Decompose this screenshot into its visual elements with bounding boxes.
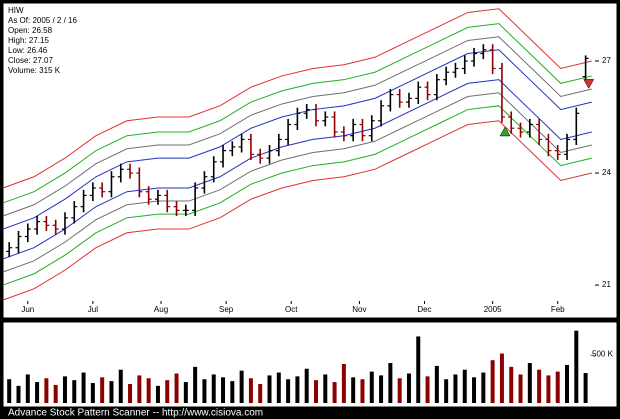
volume-bar [499,353,504,403]
volume-bar [128,383,133,403]
volume-bar [369,371,374,403]
band-line [2,92,592,273]
price-panel [2,2,618,319]
volume-bar [174,373,179,403]
info-line: High: 27.15 [8,36,49,45]
volume-bar [248,378,253,403]
volume-bar [406,373,411,403]
volume-bar [146,378,151,403]
volume-bar [453,374,458,403]
band-line [2,8,592,189]
volume-bar [341,364,346,403]
signal-marker [583,79,595,89]
volume-bar [286,379,291,403]
volume-bar [25,374,30,403]
volume-bar [16,385,21,403]
volume-bar [230,381,235,403]
band-line [2,23,592,204]
x-tick-label: Feb [551,305,565,314]
volume-bar [183,382,188,403]
volume-bar [202,379,207,403]
signal-marker [499,126,511,137]
volume-bar [155,385,160,403]
info-line: Open: 26.58 [8,26,53,35]
volume-bar [332,382,337,403]
volume-bar [211,374,216,403]
x-tick-label: Jul [88,305,98,314]
volume-bar [425,376,430,403]
info-line: Close: 27.07 [8,56,53,65]
info-line: As Of: 2005 / 2 / 16 [8,16,77,25]
volume-bar [35,382,40,403]
volume-bar [267,375,272,403]
volume-bar [444,379,449,403]
volume-bar [53,384,58,403]
x-tick-label: Sep [219,305,234,314]
volume-bar [555,371,560,403]
volume-bar [109,381,114,403]
volume-bar [518,374,523,403]
x-tick-label: Oct [285,305,298,314]
volume-bar [90,383,95,403]
band-line [2,120,592,301]
band-line [2,105,592,286]
volume-bar [81,372,86,403]
volume-bar [239,370,244,403]
x-tick-label: Dec [417,305,431,314]
volume-bar [351,377,356,403]
volume-bar [193,366,198,403]
volume-bar [100,377,105,403]
volume-bar [323,374,328,403]
footer: Advance Stock Pattern Scanner -- http://… [8,408,263,419]
volume-bar [379,375,384,403]
volume-bar [165,380,170,403]
volume-bar [388,363,393,403]
volume-bar [434,365,439,403]
volume-bar [416,336,421,403]
volume-bar [221,377,226,403]
volume-bar [72,380,77,403]
volume-bar [295,376,300,403]
volume-bar [546,375,551,403]
volume-bar [44,378,49,403]
volume-bar [527,363,532,403]
volume-bar [490,360,495,403]
volume-bar [472,377,477,403]
volume-bar [574,330,579,403]
x-tick-label: Nov [352,305,366,314]
ticker: HIW [8,6,24,15]
volume-bar [313,380,318,403]
volume-bar [304,368,309,403]
volume-panel [2,321,618,408]
band-line [2,36,592,217]
volume-bar [537,369,542,403]
info-line: Low: 26.46 [8,46,48,55]
info-line: Volume: 315 K [8,66,61,75]
y-tick-label: 27 [602,56,611,65]
volume-bar [137,375,142,403]
volume-bar [118,369,123,403]
x-tick-label: 2005 [484,305,502,314]
volume-bar [276,372,281,403]
band-line [2,79,592,260]
volume-bar [462,369,467,403]
volume-bar [565,364,570,403]
volume-bar [62,376,67,403]
x-tick-label: Jun [21,305,34,314]
y-tick-label: 21 [602,280,611,289]
volume-bar [481,372,486,403]
volume-bar [360,379,365,403]
volume-tick-label: 500 K [592,350,614,359]
volume-bar [509,366,514,403]
y-tick-label: 24 [602,168,611,177]
x-tick-label: Aug [154,305,168,314]
volume-bar [258,383,263,403]
volume-bar [7,379,12,403]
volume-bar [583,373,588,403]
volume-bar [397,378,402,403]
